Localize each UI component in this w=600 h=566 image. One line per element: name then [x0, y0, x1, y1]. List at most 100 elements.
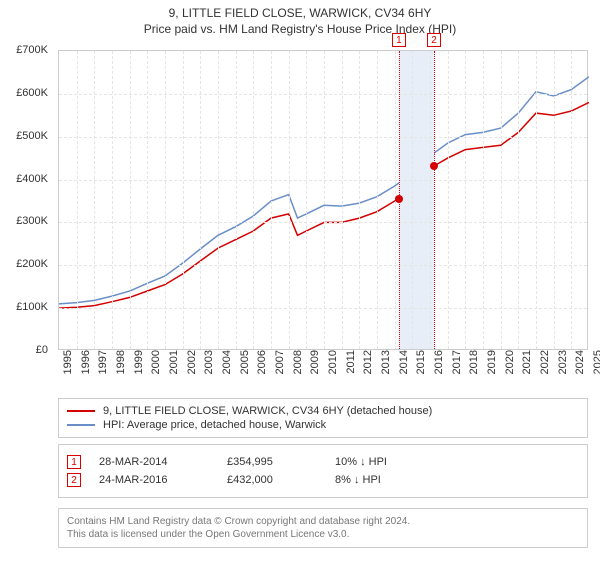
x-axis-label: 2007: [274, 350, 286, 390]
sale-marker: [395, 195, 403, 203]
callout-line: [434, 51, 435, 349]
x-axis-label: 2013: [380, 350, 392, 390]
x-axis-label: 2001: [168, 350, 180, 390]
y-axis-label: £700K: [0, 44, 54, 56]
gridline-vertical: [554, 51, 555, 349]
x-axis-label: 2015: [415, 350, 427, 390]
x-axis-label: 2003: [203, 350, 215, 390]
x-axis-label: 2024: [574, 350, 586, 390]
gridline-vertical: [183, 51, 184, 349]
x-axis-label: 2011: [345, 350, 357, 390]
x-axis-label: 2020: [504, 350, 516, 390]
y-axis-label: £600K: [0, 87, 54, 99]
x-axis-label: 2016: [433, 350, 445, 390]
highlight-band: [399, 51, 434, 349]
gridline-vertical: [430, 51, 431, 349]
x-axis-label: 2025: [592, 350, 600, 390]
chart-title: 9, LITTLE FIELD CLOSE, WARWICK, CV34 6HY: [0, 6, 600, 20]
x-axis-label: 1995: [62, 350, 74, 390]
callout-number-box: 1: [392, 33, 406, 47]
sale-row: 2 24-MAR-2016 £432,000 8% ↓ HPI: [67, 473, 579, 487]
sale-callout-number: 2: [67, 473, 81, 487]
x-axis-label: 2009: [309, 350, 321, 390]
gridline-vertical: [571, 51, 572, 349]
x-axis-label: 2005: [239, 350, 251, 390]
footer-line: This data is licensed under the Open Gov…: [67, 528, 579, 541]
legend-label: 9, LITTLE FIELD CLOSE, WARWICK, CV34 6HY…: [103, 405, 432, 417]
x-axis-label: 1999: [133, 350, 145, 390]
gridline-vertical: [253, 51, 254, 349]
gridline-vertical: [501, 51, 502, 349]
x-axis-label: 2022: [539, 350, 551, 390]
gridline-horizontal: [59, 308, 587, 309]
gridline-horizontal: [59, 94, 587, 95]
y-axis-label: £500K: [0, 130, 54, 142]
sale-hpi-diff: 8% ↓ HPI: [335, 474, 435, 486]
y-axis-label: £200K: [0, 258, 54, 270]
y-axis-label: £0: [0, 344, 54, 356]
gridline-vertical: [306, 51, 307, 349]
y-axis-label: £100K: [0, 301, 54, 313]
sale-price: £354,995: [227, 456, 317, 468]
x-axis-label: 2012: [362, 350, 374, 390]
sales-box: 1 28-MAR-2014 £354,995 10% ↓ HPI 2 24-MA…: [58, 444, 588, 498]
gridline-vertical: [324, 51, 325, 349]
gridline-vertical: [77, 51, 78, 349]
legend-label: HPI: Average price, detached house, Warw…: [103, 419, 326, 431]
legend-swatch: [67, 424, 95, 426]
x-axis-label: 1998: [115, 350, 127, 390]
gridline-horizontal: [59, 180, 587, 181]
gridline-vertical: [483, 51, 484, 349]
gridline-vertical: [130, 51, 131, 349]
gridline-horizontal: [59, 137, 587, 138]
legend-item: HPI: Average price, detached house, Warw…: [67, 419, 579, 431]
y-axis-label: £400K: [0, 173, 54, 185]
footer-box: Contains HM Land Registry data © Crown c…: [58, 508, 588, 548]
sale-row: 1 28-MAR-2014 £354,995 10% ↓ HPI: [67, 455, 579, 469]
callout-number-box: 2: [427, 33, 441, 47]
gridline-horizontal: [59, 222, 587, 223]
sale-marker: [430, 162, 438, 170]
gridline-vertical: [359, 51, 360, 349]
x-axis-label: 2023: [557, 350, 569, 390]
x-axis-label: 1997: [97, 350, 109, 390]
x-axis-label: 1996: [80, 350, 92, 390]
gridline-vertical: [412, 51, 413, 349]
legend-item: 9, LITTLE FIELD CLOSE, WARWICK, CV34 6HY…: [67, 405, 579, 417]
gridline-vertical: [147, 51, 148, 349]
gridline-vertical: [448, 51, 449, 349]
x-axis-label: 2019: [486, 350, 498, 390]
sale-hpi-diff: 10% ↓ HPI: [335, 456, 435, 468]
gridline-vertical: [518, 51, 519, 349]
gridline-vertical: [236, 51, 237, 349]
x-axis-label: 2004: [221, 350, 233, 390]
gridline-vertical: [342, 51, 343, 349]
x-axis-label: 2000: [150, 350, 162, 390]
y-axis-label: £300K: [0, 215, 54, 227]
gridline-vertical: [112, 51, 113, 349]
chart-subtitle: Price paid vs. HM Land Registry's House …: [0, 22, 600, 36]
x-axis-label: 2010: [327, 350, 339, 390]
x-axis-label: 2021: [521, 350, 533, 390]
x-axis-label: 2006: [256, 350, 268, 390]
sale-date: 28-MAR-2014: [99, 456, 209, 468]
gridline-vertical: [165, 51, 166, 349]
legend-box: 9, LITTLE FIELD CLOSE, WARWICK, CV34 6HY…: [58, 398, 588, 438]
x-axis-label: 2017: [451, 350, 463, 390]
gridline-vertical: [377, 51, 378, 349]
sale-date: 24-MAR-2016: [99, 474, 209, 486]
sale-price: £432,000: [227, 474, 317, 486]
x-axis-label: 2002: [186, 350, 198, 390]
gridline-vertical: [289, 51, 290, 349]
legend-swatch: [67, 410, 95, 412]
footer-line: Contains HM Land Registry data © Crown c…: [67, 515, 579, 528]
gridline-vertical: [271, 51, 272, 349]
x-axis-label: 2008: [292, 350, 304, 390]
gridline-vertical: [200, 51, 201, 349]
x-axis-label: 2014: [398, 350, 410, 390]
chart-plot-area: 12: [58, 50, 588, 350]
gridline-vertical: [465, 51, 466, 349]
gridline-vertical: [94, 51, 95, 349]
gridline-horizontal: [59, 265, 587, 266]
x-axis-label: 2018: [468, 350, 480, 390]
